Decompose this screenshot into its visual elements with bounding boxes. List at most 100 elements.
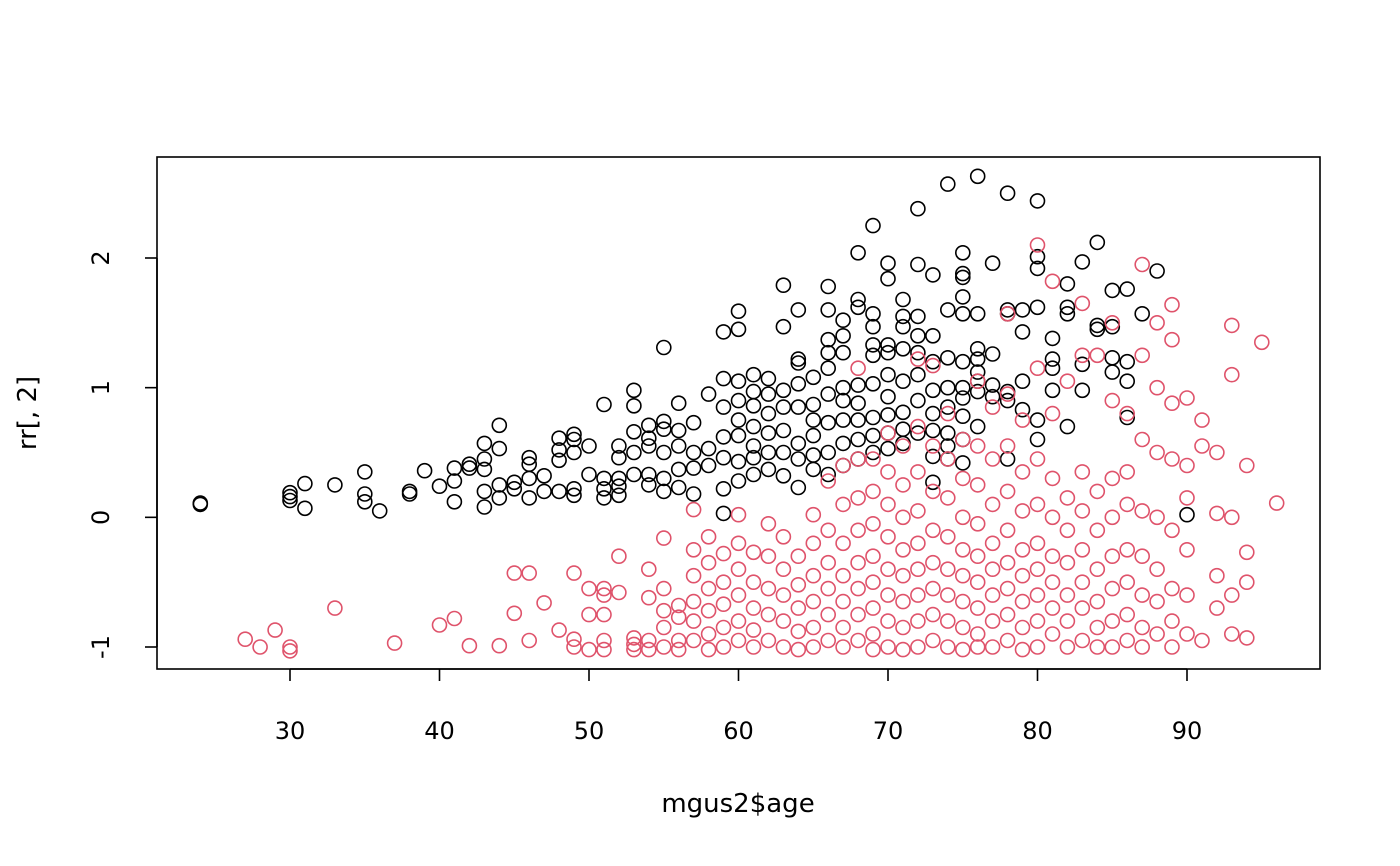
data-point <box>999 392 1016 409</box>
data-point <box>939 405 956 422</box>
y-axis: -1 0 1 2 <box>87 250 158 659</box>
data-point <box>969 574 986 591</box>
data-point <box>1014 373 1031 390</box>
data-point <box>401 483 418 500</box>
data-point <box>984 388 1001 405</box>
data-point <box>1044 600 1061 616</box>
data-point <box>1014 503 1031 519</box>
data-point <box>790 623 807 640</box>
data-point <box>910 366 926 383</box>
data-point <box>760 444 777 461</box>
data-point <box>1164 331 1180 348</box>
data-point <box>775 382 792 399</box>
data-point <box>820 331 837 348</box>
data-point <box>760 580 777 597</box>
data-point <box>969 626 986 642</box>
data-point <box>491 477 508 493</box>
data-point <box>1164 580 1180 597</box>
data-point <box>910 535 926 552</box>
data-point <box>1059 522 1076 539</box>
data-point <box>805 369 822 386</box>
data-point <box>476 499 493 515</box>
data-point <box>506 474 523 491</box>
data-point <box>805 619 822 636</box>
data-point <box>790 351 807 367</box>
data-point <box>820 466 837 483</box>
data-point <box>715 324 732 340</box>
data-point <box>1179 541 1195 558</box>
data-point <box>760 606 777 623</box>
data-point <box>521 632 538 649</box>
data-point <box>760 425 777 441</box>
data-point <box>700 528 717 545</box>
data-point <box>1029 248 1046 265</box>
data-point <box>984 377 1001 393</box>
data-point <box>1254 334 1270 351</box>
data-point <box>1224 626 1240 642</box>
data-point <box>745 438 762 454</box>
data-point <box>1134 548 1150 565</box>
data-point <box>1014 641 1031 658</box>
data-point <box>954 541 971 558</box>
data-point <box>999 305 1016 322</box>
data-point <box>835 392 851 409</box>
data-point <box>1029 613 1046 629</box>
data-point <box>865 548 881 565</box>
data-point <box>476 483 493 500</box>
data-point <box>1164 639 1180 655</box>
data-point <box>925 353 941 370</box>
data-point <box>999 554 1016 571</box>
data-point <box>730 453 747 470</box>
data-point <box>954 470 971 487</box>
data-point <box>939 379 956 396</box>
data-point <box>670 438 687 454</box>
data-point <box>715 429 732 445</box>
data-point <box>850 395 866 412</box>
data-point <box>775 444 792 461</box>
data-point <box>1029 639 1046 655</box>
data-point <box>730 561 747 578</box>
data-point <box>925 267 941 283</box>
data-point <box>1104 509 1121 526</box>
data-point <box>925 382 941 399</box>
data-point <box>1104 392 1121 409</box>
data-point <box>969 168 986 185</box>
data-point <box>969 351 986 367</box>
data-point <box>730 303 747 320</box>
data-point <box>506 605 523 622</box>
data-point <box>491 440 508 457</box>
data-point <box>865 483 881 500</box>
data-point <box>596 480 612 497</box>
data-point <box>1224 317 1240 334</box>
y-tick-label: 2 <box>87 250 115 265</box>
data-point <box>865 347 881 364</box>
data-point <box>895 308 911 325</box>
data-point <box>910 418 926 435</box>
data-point <box>925 554 941 571</box>
data-point <box>969 477 986 493</box>
data-point <box>775 587 792 603</box>
data-point <box>551 442 567 458</box>
data-point <box>491 490 508 506</box>
data-point <box>880 366 896 383</box>
data-point <box>984 255 1001 272</box>
data-point <box>1119 409 1135 426</box>
data-point <box>1044 405 1061 422</box>
data-point <box>939 451 956 467</box>
x-tick-label: 50 <box>574 717 605 745</box>
data-point <box>491 637 508 654</box>
data-point <box>910 587 926 603</box>
data-point <box>700 457 717 474</box>
data-point <box>895 421 911 438</box>
data-point <box>880 464 896 480</box>
data-point <box>730 613 747 629</box>
data-point <box>611 438 627 454</box>
data-point <box>1119 373 1135 390</box>
data-point <box>865 337 881 353</box>
data-point <box>626 630 642 646</box>
x-tick-label: 40 <box>424 717 455 745</box>
data-point <box>1119 464 1135 480</box>
data-point <box>925 438 941 454</box>
data-point <box>865 626 881 642</box>
data-point <box>954 619 971 636</box>
